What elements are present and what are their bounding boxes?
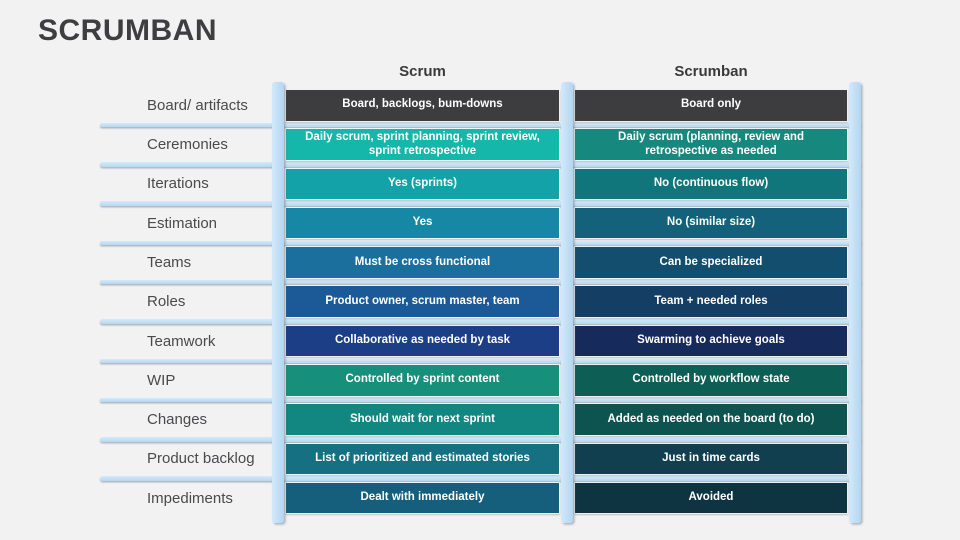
table-row: Impediments Dealt with immediately Avoid… [0, 481, 960, 521]
accent-bar-left [272, 82, 284, 523]
row-label: Estimation [147, 214, 218, 232]
row-label: Roles [147, 293, 186, 311]
row-separator [100, 476, 861, 481]
row-separator [100, 437, 861, 442]
scrumban-cell: Swarming to achieve goals [574, 324, 848, 358]
row-separator [100, 240, 861, 246]
scrumban-cell: Added as needed on the board (to do) [574, 403, 848, 436]
table-row: Roles Product owner, scrum master, team … [0, 285, 960, 324]
row-label: Teamwork [147, 332, 216, 350]
accent-bar-middle [561, 82, 573, 523]
row-label: Product backlog [147, 450, 255, 468]
scrum-cell: List of prioritized and estimated storie… [285, 442, 560, 476]
scrumban-cell: Daily scrum (planning, review and retros… [574, 128, 848, 161]
scrum-cell: Should wait for next sprint [285, 403, 560, 436]
scrumban-cell: Board only [574, 89, 848, 122]
scrumban-cell: Avoided [574, 481, 848, 515]
scrumban-cell: Team + needed roles [574, 285, 848, 318]
table-row: Product backlog List of prioritized and … [0, 442, 960, 482]
scrumban-cell: No (continuous flow) [574, 167, 848, 201]
row-separator [100, 319, 861, 324]
scrumban-cell: No (similar size) [574, 206, 848, 240]
row-label: Teams [147, 253, 192, 271]
scrumban-cell: Controlled by workflow state [574, 364, 848, 397]
scrum-cell: Must be cross functional [285, 246, 560, 279]
column-header-scrumban: Scrumban [674, 63, 748, 80]
scrum-cell: Daily scrum, sprint planning, sprint rev… [285, 128, 560, 161]
row-label: Ceremonies [147, 136, 228, 154]
row-separator [100, 358, 861, 364]
table-row: Iterations Yes (sprints) No (continuous … [0, 167, 960, 207]
comparison-table: Board/ artifacts Board, backlogs, bum-do… [0, 89, 960, 521]
scrum-cell: Product owner, scrum master, team [285, 285, 560, 318]
scrum-cell: Collaborative as needed by task [285, 324, 560, 358]
row-separator [100, 397, 861, 403]
row-separator [100, 162, 861, 167]
column-header-scrum: Scrum [399, 63, 446, 80]
row-label: Board/ artifacts [147, 96, 248, 114]
slide-title: SCRUMBAN [38, 14, 217, 47]
table-row: Ceremonies Daily scrum, sprint planning,… [0, 128, 960, 167]
scrumban-cell: Can be specialized [574, 246, 848, 279]
row-separator [100, 122, 861, 128]
row-label: Changes [147, 411, 208, 429]
scrum-cell: Dealt with immediately [285, 481, 560, 515]
scrumban-cell: Just in time cards [574, 442, 848, 476]
scrum-cell: Yes (sprints) [285, 167, 560, 201]
scrum-cell: Controlled by sprint content [285, 364, 560, 397]
row-label: Impediments [147, 489, 233, 507]
table-row: Board/ artifacts Board, backlogs, bum-do… [0, 89, 960, 128]
row-separator [100, 279, 861, 285]
table-row: Changes Should wait for next sprint Adde… [0, 403, 960, 442]
scrum-cell: Yes [285, 206, 560, 240]
row-separator [100, 201, 861, 206]
table-row: Teams Must be cross functional Can be sp… [0, 246, 960, 285]
table-row: Teamwork Collaborative as needed by task… [0, 324, 960, 364]
table-row: Estimation Yes No (similar size) [0, 206, 960, 246]
accent-bar-right [849, 82, 861, 523]
scrum-cell: Board, backlogs, bum-downs [285, 89, 560, 122]
row-label: WIP [147, 371, 176, 389]
row-label: Iterations [147, 175, 209, 193]
table-row: WIP Controlled by sprint content Control… [0, 364, 960, 403]
